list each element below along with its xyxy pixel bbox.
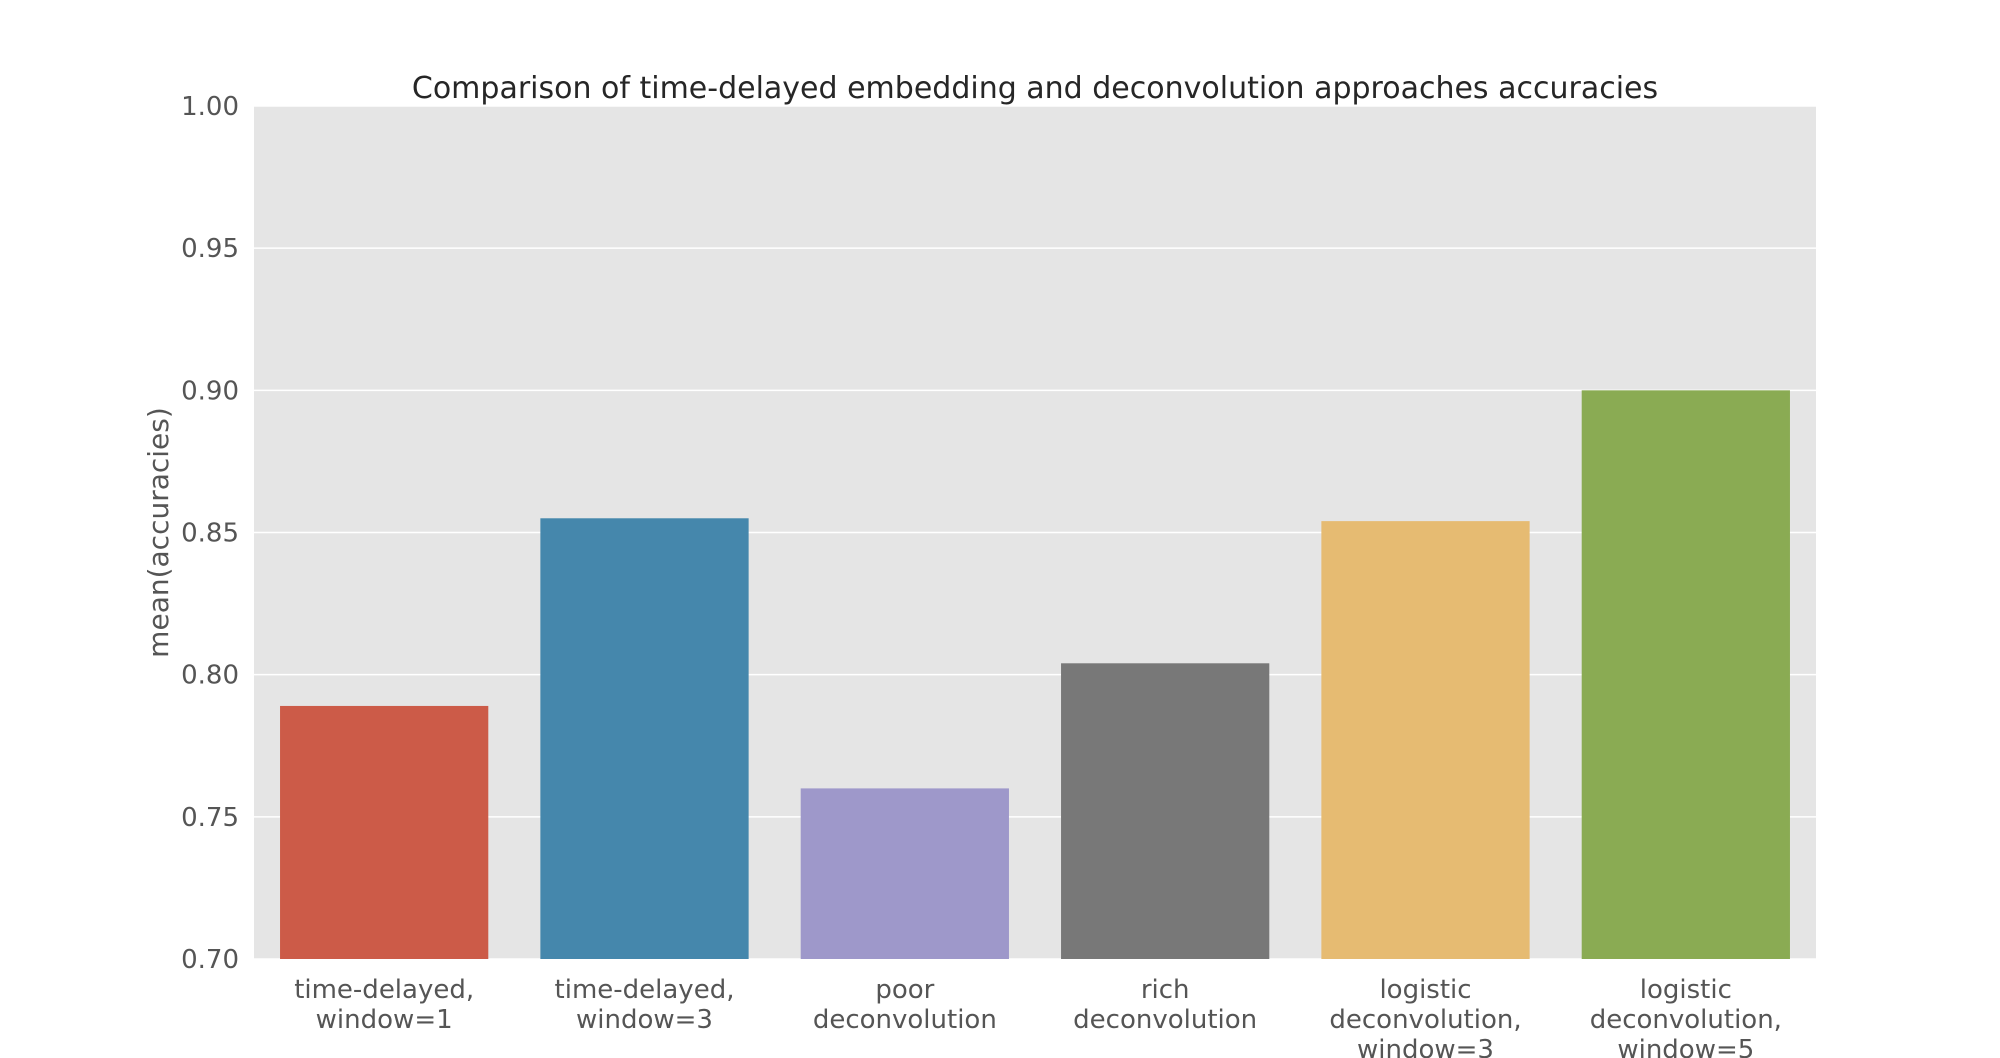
y-tick-label: 1.00 (181, 92, 239, 122)
x-tick-label-line: window=3 (1357, 1035, 1494, 1058)
x-tick-label: logistic deconvolution, window=5 (1590, 975, 1782, 1058)
x-tick-label-line: logistic (1379, 975, 1471, 1005)
x-tick-label: rich deconvolution (1073, 975, 1257, 1035)
x-tick-label-line: poor (875, 975, 934, 1005)
y-axis-label: mean(accuracies) (142, 407, 175, 658)
x-tick-label-line: window=1 (316, 1005, 453, 1035)
bar (1581, 390, 1790, 959)
bar (1061, 663, 1270, 959)
x-tick-label-line: window=3 (576, 1005, 713, 1035)
bar (1321, 521, 1530, 959)
grid-lines (254, 105, 1816, 960)
y-tick-label: 0.95 (181, 234, 239, 264)
bar (800, 788, 1009, 959)
y-tick-label: 0.75 (181, 803, 239, 833)
x-tick-label-line: deconvolution (813, 1005, 997, 1035)
x-tick-label-line: time-delayed, (294, 975, 474, 1005)
x-tick-label-line: time-delayed, (555, 975, 735, 1005)
bar (280, 705, 489, 959)
x-tick-label-line: deconvolution, (1329, 1005, 1521, 1035)
x-tick-label: time-delayed, window=3 (555, 975, 735, 1035)
y-tick-label: 0.90 (181, 376, 239, 406)
x-tick-label-line: logistic (1640, 975, 1732, 1005)
x-tick-label-line: deconvolution, (1590, 1005, 1782, 1035)
y-tick-label: 0.80 (181, 661, 239, 691)
y-tick-label: 0.70 (181, 945, 239, 975)
x-tick-label-line: window=5 (1617, 1035, 1754, 1058)
bars (280, 390, 1790, 959)
x-tick-label: logistic deconvolution, window=3 (1329, 975, 1521, 1058)
bar (540, 518, 749, 959)
x-tick-label-line: rich (1141, 975, 1190, 1005)
y-tick-label: 0.85 (181, 519, 239, 549)
x-tick-label: time-delayed, window=1 (294, 975, 474, 1035)
x-tick-label: poor deconvolution (813, 975, 997, 1035)
chart-title: Comparison of time-delayed embedding and… (412, 71, 1658, 106)
x-tick-label-line: deconvolution (1073, 1005, 1257, 1035)
y-axis-ticks: 0.70 0.75 0.80 0.85 0.90 0.95 1.00 (181, 92, 239, 975)
